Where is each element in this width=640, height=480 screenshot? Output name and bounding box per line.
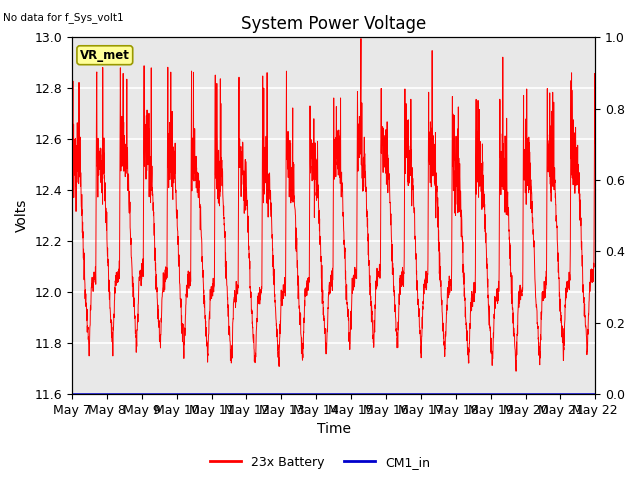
Legend: 23x Battery, CM1_in: 23x Battery, CM1_in [205,451,435,474]
Title: System Power Voltage: System Power Voltage [241,15,426,33]
Y-axis label: Volts: Volts [15,199,29,232]
Text: No data for f_Sys_volt1: No data for f_Sys_volt1 [3,12,124,23]
Text: VR_met: VR_met [80,49,130,62]
X-axis label: Time: Time [317,422,351,436]
